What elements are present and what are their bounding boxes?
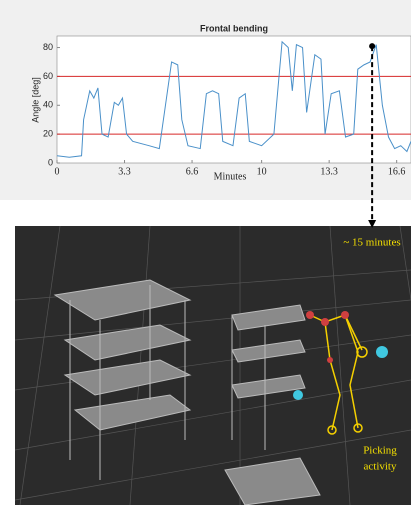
x-tick-label: 3.3 bbox=[118, 166, 131, 177]
x-tick-label: 10 bbox=[257, 166, 267, 177]
figure: Frontal bending Minutes Angle [deg] bbox=[0, 0, 411, 505]
annotation: activity bbox=[364, 461, 397, 473]
y-tick-label: 0 bbox=[48, 157, 53, 167]
annotation: ~ 15 minutes bbox=[343, 237, 400, 249]
y-tick-label: 80 bbox=[43, 42, 53, 52]
x-tick-label: 6.6 bbox=[186, 166, 199, 177]
x-tick-label: 13.3 bbox=[320, 166, 338, 177]
y-tick-label: 60 bbox=[43, 71, 53, 81]
scene bbox=[15, 226, 411, 505]
y-tick-label: 20 bbox=[43, 129, 53, 139]
x-tick-label: 0 bbox=[55, 166, 60, 177]
y-tick-label: 40 bbox=[43, 100, 53, 110]
y-axis-label: Angle [deg] bbox=[30, 77, 40, 123]
x-tick-label: 16.6 bbox=[388, 166, 406, 177]
plot-area bbox=[57, 36, 411, 163]
chart-title: Frontal bending bbox=[200, 23, 268, 33]
annotation: Picking bbox=[363, 445, 397, 457]
x-axis-label: Minutes bbox=[214, 171, 247, 182]
time-marker bbox=[369, 43, 375, 49]
